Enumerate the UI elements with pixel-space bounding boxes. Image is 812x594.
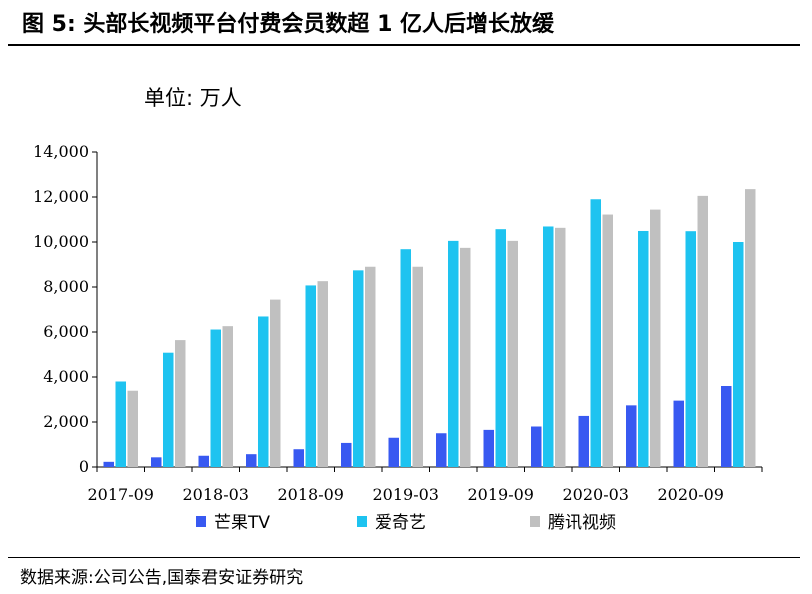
y-tick-label: 8,000 xyxy=(43,277,89,296)
bar xyxy=(353,270,364,467)
y-tick-label: 14,000 xyxy=(33,142,89,161)
legend-label: 芒果TV xyxy=(214,513,270,533)
bar xyxy=(388,437,399,467)
bar xyxy=(436,433,447,467)
x-tick-label: 2019-03 xyxy=(373,485,439,504)
bar xyxy=(733,242,744,467)
legend-swatch xyxy=(196,516,206,527)
unit-label: 单位: 万人 xyxy=(144,86,242,110)
bar xyxy=(293,449,304,467)
bar xyxy=(650,209,661,467)
legend: 芒果TV 爱奇艺 腾讯视频 xyxy=(196,513,616,533)
bar xyxy=(697,195,708,467)
bar xyxy=(151,457,162,467)
x-tick-label: 2019-09 xyxy=(468,485,534,504)
x-tick-label: 2020-09 xyxy=(658,485,724,504)
bar xyxy=(460,247,471,467)
legend-swatch xyxy=(530,516,540,527)
y-tick-label: 12,000 xyxy=(33,187,89,206)
bar xyxy=(721,386,732,467)
bar xyxy=(543,226,554,467)
bar xyxy=(745,189,756,467)
bar xyxy=(507,240,518,467)
bar xyxy=(365,266,376,467)
bar xyxy=(400,249,411,467)
y-tick-label: 6,000 xyxy=(43,322,89,341)
bar xyxy=(115,381,126,467)
bar xyxy=(163,352,174,467)
bar xyxy=(638,230,649,467)
bar xyxy=(555,227,566,467)
source-note: 数据来源:公司公告,国泰君安证券研究 xyxy=(20,568,304,588)
bar xyxy=(258,316,269,467)
source-divider xyxy=(8,557,800,558)
bar xyxy=(127,390,138,467)
bar xyxy=(222,326,233,467)
bar xyxy=(175,340,186,467)
bar xyxy=(531,426,542,467)
bar xyxy=(103,461,114,467)
bar xyxy=(448,240,459,467)
bar xyxy=(578,415,589,467)
bar xyxy=(246,454,257,467)
bar xyxy=(495,229,506,467)
bar xyxy=(341,442,352,467)
x-axis: 2017-09 2018-03 2018-09 2019-03 2019-09 2020-… xyxy=(88,466,763,504)
bar xyxy=(412,266,423,467)
x-tick-label: 2017-09 xyxy=(88,485,154,504)
bar xyxy=(673,400,684,467)
bar xyxy=(317,281,328,467)
y-axis: 0 2,000 4,000 6,000 8,000 10,000 12,000 14,000 xyxy=(33,142,98,476)
bar xyxy=(270,299,281,467)
bar xyxy=(210,329,221,467)
bar xyxy=(602,214,613,467)
y-tick-label: 10,000 xyxy=(33,232,89,251)
bar xyxy=(626,405,637,467)
figure-title: 图 5: 头部长视频平台付费会员数超 1 亿人后增长放缓 xyxy=(22,12,555,37)
bar xyxy=(198,455,209,467)
y-tick-label: 2,000 xyxy=(43,412,89,431)
bar xyxy=(305,285,316,467)
y-tick-label: 0 xyxy=(79,457,89,476)
bar xyxy=(685,231,696,467)
y-tick-label: 4,000 xyxy=(43,367,89,386)
x-tick-label: 2018-09 xyxy=(278,485,344,504)
x-tick-label: 2020-03 xyxy=(563,485,629,504)
bars xyxy=(103,189,756,467)
legend-label: 腾讯视频 xyxy=(548,513,616,533)
bar xyxy=(590,199,601,467)
x-tick-label: 2018-03 xyxy=(183,485,249,504)
title-divider xyxy=(8,44,800,46)
legend-label: 爱奇艺 xyxy=(375,513,426,533)
bar xyxy=(483,429,494,467)
legend-swatch xyxy=(357,516,367,527)
